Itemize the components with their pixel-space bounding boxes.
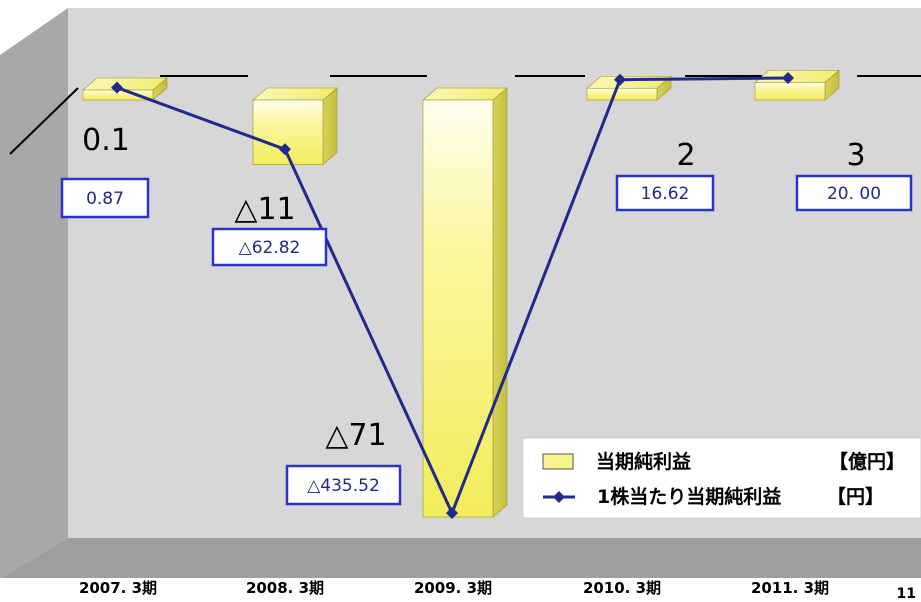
eps-label: 0.87 — [86, 189, 124, 209]
zero-baseline — [9, 75, 921, 155]
legend-line-name: 1株当たり当期純利益 — [597, 485, 781, 508]
x-tick-label: 2011. 3期 — [751, 579, 829, 597]
bar-top-face — [422, 87, 508, 101]
x-tick-label: 2010. 3期 — [583, 579, 661, 597]
bar-side-face — [492, 87, 508, 518]
plot-floor — [0, 538, 921, 578]
eps-label: 20. 00 — [827, 184, 881, 204]
labels-group: 0.1 △11 △71 2 3 0.87 △62.82 △435.52 16.62 20. 00 — [60, 123, 913, 506]
legend-line-unit: 【円】 — [827, 485, 884, 508]
net-income-label: △11 — [234, 192, 295, 227]
eps-label-box — [60, 177, 150, 219]
eps-label-box — [285, 464, 402, 506]
eps-label-box — [795, 174, 913, 212]
eps-point-5 — [782, 72, 794, 84]
net-income-label: 0.1 — [82, 123, 130, 158]
bar-3 — [422, 87, 508, 518]
legend-bar-unit: 【億円】 — [829, 450, 905, 473]
bars-group — [82, 69, 840, 518]
plot-side-wall — [0, 8, 68, 578]
bar-front-face — [754, 82, 826, 101]
eps-label-box — [211, 227, 328, 267]
x-axis-labels: 2007. 3期 2008. 3期 2009. 3期 2010. 3期 2011… — [79, 579, 829, 597]
legend-bar-name: 当期純利益 — [596, 450, 691, 473]
eps-point-1 — [111, 81, 123, 94]
bar-top-face — [754, 70, 840, 83]
x-tick-label: 2008. 3期 — [246, 579, 324, 597]
legend-line-marker — [553, 491, 565, 503]
bar-top-face — [252, 87, 338, 101]
eps-label: △62.82 — [239, 238, 301, 258]
net-income-label: 3 — [846, 138, 865, 173]
bar-5 — [754, 69, 840, 101]
net-income-label: △71 — [325, 418, 386, 453]
legend-bar-swatch — [542, 453, 574, 470]
eps-point-4 — [614, 73, 626, 86]
x-tick-label: 2009. 3期 — [414, 579, 492, 597]
eps-point-2 — [279, 143, 291, 156]
eps-label: △435.52 — [307, 476, 380, 496]
bar-top-face — [82, 77, 168, 91]
legend-box — [522, 437, 921, 519]
bar-front-face — [586, 87, 658, 101]
bar-side-face — [322, 87, 338, 166]
eps-label-box — [615, 174, 715, 212]
eps-point-3 — [446, 507, 458, 519]
eps-line-group — [111, 72, 794, 519]
eps-label: 16.62 — [641, 184, 690, 204]
page-number: 11 — [897, 586, 916, 602]
bar-front-face — [422, 99, 494, 518]
bar-2 — [252, 87, 338, 166]
net-income-label: 2 — [676, 138, 695, 173]
legend: 当期純利益 【億円】 1株当たり当期純利益 【円】 — [522, 437, 921, 519]
x-tick-label: 2007. 3期 — [79, 579, 157, 597]
